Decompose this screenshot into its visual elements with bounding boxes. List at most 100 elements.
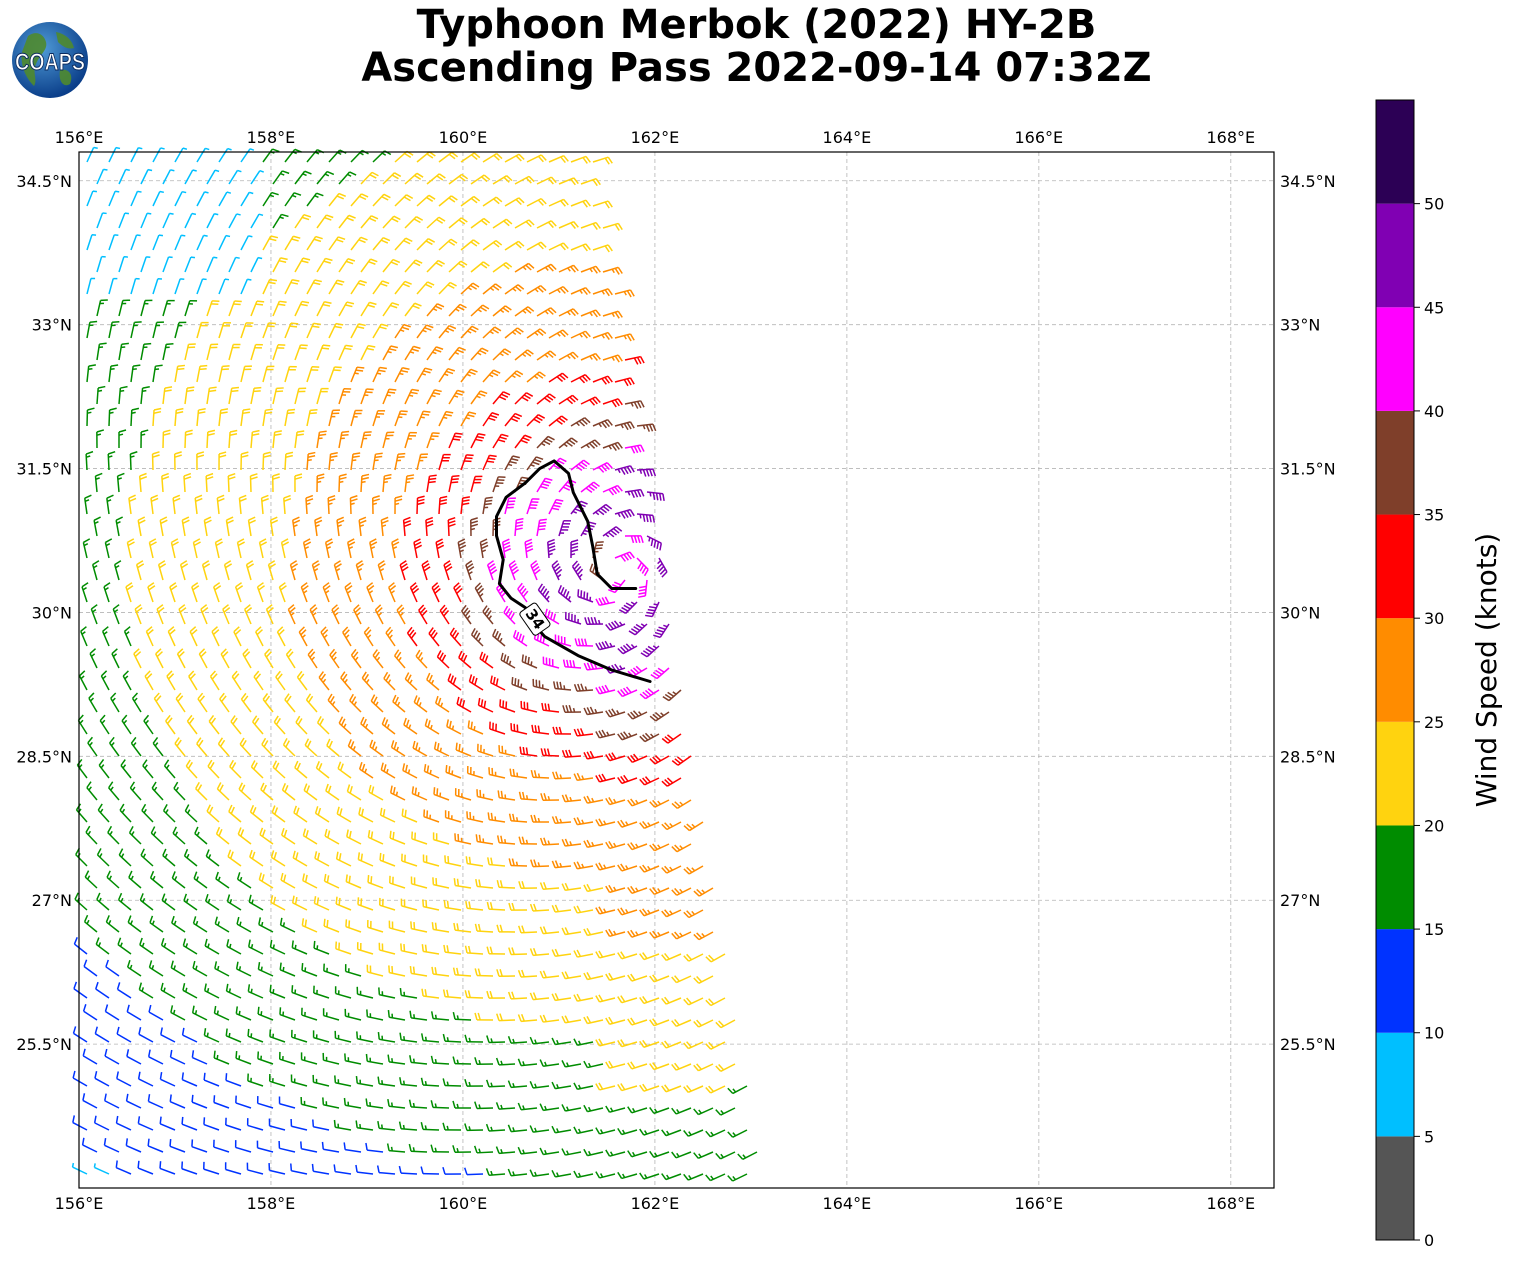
barb-feather <box>147 1049 151 1057</box>
wind-barb <box>529 903 550 912</box>
barb-feather <box>346 301 355 305</box>
barb-feather <box>291 563 298 569</box>
barb-shaft <box>140 854 154 867</box>
barb-half-feather <box>440 702 444 707</box>
barb-feather <box>518 836 522 844</box>
barb-feather <box>617 996 623 1004</box>
barb-feather <box>633 401 639 409</box>
wind-barb <box>118 848 132 867</box>
barb-feather <box>317 473 325 477</box>
wind-barb <box>517 1058 538 1067</box>
wind-barb <box>416 453 428 471</box>
wind-barb <box>486 857 506 867</box>
barb-half-feather <box>468 1037 471 1043</box>
wind-barb <box>636 557 649 577</box>
wind-barb <box>380 762 396 779</box>
wind-barb <box>486 901 506 911</box>
barb-half-feather <box>187 809 191 814</box>
barb-feather <box>270 895 274 903</box>
wind-barb <box>336 806 352 823</box>
barb-shaft <box>173 787 186 801</box>
barb-half-feather <box>569 841 573 846</box>
wind-barb <box>140 256 151 273</box>
barb-shaft <box>411 972 428 977</box>
barb-feather <box>483 174 491 181</box>
barb-feather <box>457 306 465 311</box>
barb-shaft <box>284 366 291 383</box>
wind-barb <box>551 560 563 581</box>
wind-barb <box>416 324 434 339</box>
barb-feather <box>318 671 325 678</box>
wind-barb <box>302 873 318 889</box>
barb-half-feather <box>563 443 568 448</box>
barb-feather <box>99 342 107 345</box>
wind-barb <box>86 234 97 251</box>
barb-feather <box>368 217 377 222</box>
barb-feather <box>589 750 595 759</box>
barb-feather <box>287 604 295 611</box>
barb-feather <box>387 629 394 636</box>
wind-barb <box>605 752 626 762</box>
barb-feather <box>173 497 181 502</box>
barb-shaft <box>423 861 440 867</box>
barb-feather <box>542 970 547 978</box>
barb-shaft <box>454 1018 472 1021</box>
barb-feather <box>671 1063 677 1071</box>
wind-barb <box>294 344 308 361</box>
wind-barb <box>289 560 298 581</box>
barb-shaft <box>295 721 308 735</box>
barb-half-feather <box>357 568 363 572</box>
wind-barb <box>160 938 176 955</box>
barb-feather <box>486 857 490 865</box>
barb-half-feather <box>611 268 615 274</box>
barb-feather <box>484 655 489 663</box>
barb-shaft <box>306 366 313 383</box>
wind-barb <box>428 627 440 647</box>
wind-barb <box>360 473 370 493</box>
wind-barb <box>509 768 528 779</box>
barb-feather <box>229 432 238 436</box>
barb-shaft <box>666 821 682 831</box>
barb-feather <box>99 714 106 722</box>
barb-feather <box>611 444 617 451</box>
barb-shaft <box>482 498 487 515</box>
barb-feather <box>331 651 337 658</box>
barb-feather <box>411 786 415 794</box>
barb-feather <box>531 563 539 569</box>
wind-barb <box>371 495 380 515</box>
barb-half-feather <box>316 480 322 484</box>
barb-feather <box>304 170 312 175</box>
barb-shaft <box>162 169 172 185</box>
barb-shaft <box>389 927 406 933</box>
barb-shaft <box>372 654 384 669</box>
wind-barb <box>683 909 704 919</box>
wind-barb <box>279 917 296 933</box>
barb-feather <box>259 827 264 835</box>
barb-half-feather <box>390 590 395 594</box>
barb-feather <box>605 1061 611 1069</box>
barb-feather <box>540 485 548 490</box>
barb-feather <box>475 438 483 442</box>
wind-barb <box>104 1048 120 1065</box>
barb-shaft <box>326 745 340 757</box>
barb-feather <box>335 851 339 860</box>
barb-shaft <box>294 170 306 185</box>
wind-barb <box>293 805 308 823</box>
barb-feather <box>269 563 276 569</box>
wind-barb <box>548 285 569 295</box>
barb-feather <box>617 266 623 274</box>
wind-barb <box>476 789 494 801</box>
barb-feather <box>460 260 468 266</box>
barb-feather <box>199 364 208 368</box>
wind-barb <box>639 952 660 961</box>
barb-feather <box>547 542 556 546</box>
barb-shaft <box>468 726 484 735</box>
barb-feather <box>441 607 448 614</box>
barb-shaft <box>237 833 252 845</box>
barb-feather <box>451 478 459 481</box>
wind-barb <box>592 375 613 385</box>
barb-shaft <box>117 988 132 999</box>
barb-feather <box>317 852 321 861</box>
barb-half-feather <box>430 724 433 730</box>
barb-shaft <box>160 1033 176 1043</box>
